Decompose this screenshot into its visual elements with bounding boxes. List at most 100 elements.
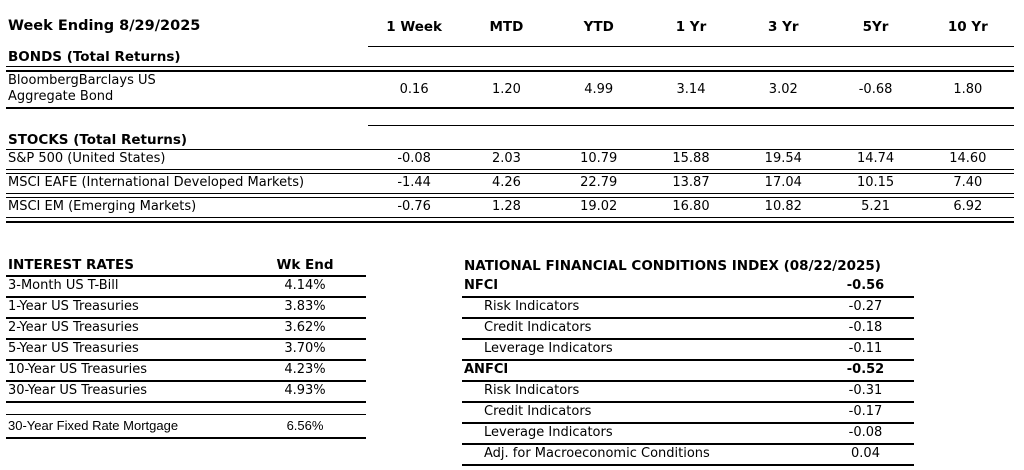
row-label: 3-Month US T-Bill <box>8 278 119 293</box>
table-row: Adj. for Macroeconomic Conditions 0.04 <box>462 445 914 466</box>
table-row: Credit Indicators -0.17 <box>462 403 914 424</box>
interest-rates-table: INTEREST RATES Wk End 3-Month US T-Bill 4… <box>6 256 366 439</box>
table-row: 3-Month US T-Bill 4.14% <box>6 277 366 298</box>
row-label: Adj. for Macroeconomic Conditions <box>484 446 710 461</box>
row-label: MSCI EM (Emerging Markets) <box>8 199 197 214</box>
interest-rates-rows: 3-Month US T-Bill 4.14% 1-Year US Treasuri… <box>6 277 366 403</box>
row-label: Leverage Indicators <box>484 425 613 440</box>
stocks-rows: S&P 500 (United States) -0.08 2.03 10.79 15.… <box>6 150 1014 218</box>
column-header: 1 Week <box>386 19 443 35</box>
cell-value: 10.82 <box>764 199 802 214</box>
wk-end-column-header: Wk End <box>276 257 334 273</box>
spacer-cell <box>6 109 368 126</box>
performance-table: Week Ending 8/29/2025 1 Week MTD YTD 1 Yr 3 … <box>6 14 1014 223</box>
interest-rates-gap <box>6 403 366 414</box>
cell-value: -0.76 <box>397 199 431 214</box>
cell-value: 19.02 <box>580 199 618 214</box>
column-header: 3 Yr <box>768 19 799 35</box>
cell-value: 22.79 <box>580 175 618 190</box>
row-value: 3.83% <box>284 299 326 314</box>
table-row: MSCI EM (Emerging Markets) -0.76 1.28 19.02… <box>6 197 1014 218</box>
row-label: 2-Year US Treasuries <box>8 320 139 335</box>
cell-value: 15.88 <box>672 151 710 166</box>
row-value: -0.08 <box>848 425 883 440</box>
cell-value: -0.08 <box>397 151 431 166</box>
row-values: -0.08 2.03 10.79 15.88 19.54 14.74 14.60 <box>368 151 1014 167</box>
row-value: -0.27 <box>848 299 883 314</box>
cell-value: 1.28 <box>491 199 521 214</box>
mortgage-row: 30-Year Fixed Rate Mortgage 6.56% <box>6 414 366 439</box>
row-label: 5-Year US Treasuries <box>8 341 139 356</box>
table-row: 2-Year US Treasuries 3.62% <box>6 319 366 340</box>
row-value: 6.56% <box>286 418 324 433</box>
nfci-heading: NATIONAL FINANCIAL CONDITIONS INDEX (08/… <box>464 258 881 274</box>
table-row: MSCI EAFE (International Developed Marke… <box>6 173 1014 194</box>
cell-value: -1.44 <box>397 175 431 190</box>
row-values: 0.16 1.20 4.99 3.14 3.02 -0.68 1.80 <box>368 72 1014 107</box>
row-label: 30-Year US Treasuries <box>8 383 148 398</box>
row-label: 10-Year US Treasuries <box>8 362 148 377</box>
cell-value: 4.99 <box>584 82 614 97</box>
table-row: Leverage Indicators -0.08 <box>462 424 914 445</box>
row-value: 4.93% <box>284 383 326 398</box>
row-label: Credit Indicators <box>484 320 592 335</box>
row-label: 30-Year Fixed Rate Mortgage <box>8 418 179 433</box>
row-value: 4.14% <box>284 278 326 293</box>
cell-value: 6.92 <box>953 199 983 214</box>
cell-value: 1.80 <box>953 82 983 97</box>
row-label: Risk Indicators <box>484 383 580 398</box>
table-row: BloombergBarclays US Aggregate Bond 0.16… <box>6 70 1014 109</box>
cell-value: 19.54 <box>764 151 802 166</box>
interest-rates-header-row: INTEREST RATES Wk End <box>6 256 366 277</box>
row-values: -1.44 4.26 22.79 13.87 17.04 10.15 7.40 <box>368 175 1014 191</box>
cell-value: 10.15 <box>856 175 895 190</box>
row-label: ANFCI <box>464 362 509 377</box>
column-header: 10 Yr <box>947 19 988 35</box>
table-row: Credit Indicators -0.18 <box>462 319 914 340</box>
cell-value: 7.40 <box>953 175 983 190</box>
column-header: 5Yr <box>862 19 889 35</box>
table-row: 1-Year US Treasuries 3.83% <box>6 298 366 319</box>
table-row: S&P 500 (United States) -0.08 2.03 10.79 15.… <box>6 150 1014 170</box>
table-row: NFCI -0.56 <box>462 277 914 298</box>
row-label: S&P 500 (United States) <box>8 151 166 166</box>
performance-header-row: Week Ending 8/29/2025 1 Week MTD YTD 1 Yr 3 … <box>6 14 1014 47</box>
row-label: Credit Indicators <box>484 404 592 419</box>
row-value: 3.70% <box>284 341 326 356</box>
table-row: Risk Indicators -0.27 <box>462 298 914 319</box>
column-header: 1 Yr <box>675 19 707 35</box>
cell-value: 13.87 <box>672 175 710 190</box>
interest-rates-heading: INTEREST RATES <box>8 257 134 273</box>
cell-value: 10.79 <box>580 151 618 166</box>
row-label: NFCI <box>464 278 499 293</box>
row-value: -0.31 <box>848 383 883 398</box>
nfci-rows: NFCI -0.56 Risk Indicators -0.27 Credit Indi… <box>462 277 914 466</box>
table-row: 30-Year US Treasuries 4.93% <box>6 382 366 403</box>
stocks-section-heading: STOCKS (Total Returns) <box>6 126 1014 150</box>
section-spacer <box>6 109 1014 126</box>
cell-value: 3.14 <box>676 82 706 97</box>
table-row: Risk Indicators -0.31 <box>462 382 914 403</box>
cell-value: 3.02 <box>768 82 798 97</box>
cell-value: 4.26 <box>491 175 521 190</box>
row-label: BloombergBarclays US Aggregate Bond <box>8 73 156 104</box>
row-value: -0.17 <box>848 404 883 419</box>
cell-value: 5.21 <box>861 199 891 214</box>
bottom-section: INTEREST RATES Wk End 3-Month US T-Bill 4… <box>6 256 1014 466</box>
column-headers: 1 Week MTD YTD 1 Yr 3 Yr 5Yr 10 Yr <box>368 14 1014 47</box>
cell-value: 16.80 <box>672 199 710 214</box>
row-label: Risk Indicators <box>484 299 580 314</box>
spacer-rule <box>368 109 1014 126</box>
nfci-table: NATIONAL FINANCIAL CONDITIONS INDEX (08/… <box>462 256 914 466</box>
bonds-section-heading: BONDS (Total Returns) <box>6 47 1014 67</box>
table-row: Leverage Indicators -0.11 <box>462 340 914 361</box>
row-value: 4.23% <box>284 362 326 377</box>
cell-value: 0.16 <box>399 82 429 97</box>
table-bottom-rule <box>6 221 1014 223</box>
cell-value: 17.04 <box>764 175 802 190</box>
cell-value: 2.03 <box>491 151 521 166</box>
column-header: YTD <box>583 19 614 35</box>
table-row: ANFCI -0.52 <box>462 361 914 382</box>
report-title: Week Ending 8/29/2025 <box>8 18 201 34</box>
